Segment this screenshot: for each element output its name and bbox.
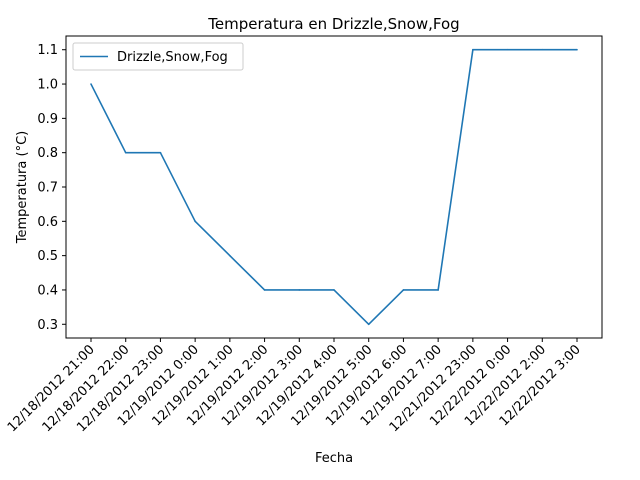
data-point [333,289,335,291]
data-point [229,254,231,257]
y-axis: 0.3 0.4 0.5 0.6 0.7 0.8 0.9 1.0 1.1 [37,43,66,333]
y-tick-label: 0.8 [37,146,58,161]
y-tick-label: 0.6 [37,215,58,230]
y-tick-label: 0.4 [37,283,58,298]
y-axis-label: Temperatura (°C) [15,131,30,244]
y-tick-label: 1.1 [37,43,58,58]
data-point [402,289,405,291]
series-line [90,48,577,326]
data-point [541,48,544,51]
legend-entry: Drizzle,Snow,Fog [117,50,228,65]
series-layer [90,48,578,326]
data-point [367,323,370,326]
data-point [90,83,92,85]
y-tick-label: 0.9 [37,112,58,127]
x-axis-label: Fecha [315,451,353,466]
data-point [263,289,266,291]
y-tick-label: 0.3 [37,318,58,333]
plot-area [65,35,603,339]
data-point [472,48,474,51]
y-tick-label: 0.5 [37,249,58,264]
y-tick-label: 1.0 [37,78,58,93]
data-point [124,151,127,154]
legend: Drizzle,Snow,Fog [72,42,244,71]
data-point [194,220,196,223]
data-point [576,48,578,51]
data-point [437,289,439,291]
plot-frame [65,35,603,339]
data-point [506,48,509,51]
y-tick-label: 0.7 [37,181,58,196]
legend-box [72,42,244,71]
data-point [159,151,162,154]
chart-title: Temperatura en Drizzle,Snow,Fog [207,15,459,33]
data-point [298,289,301,291]
